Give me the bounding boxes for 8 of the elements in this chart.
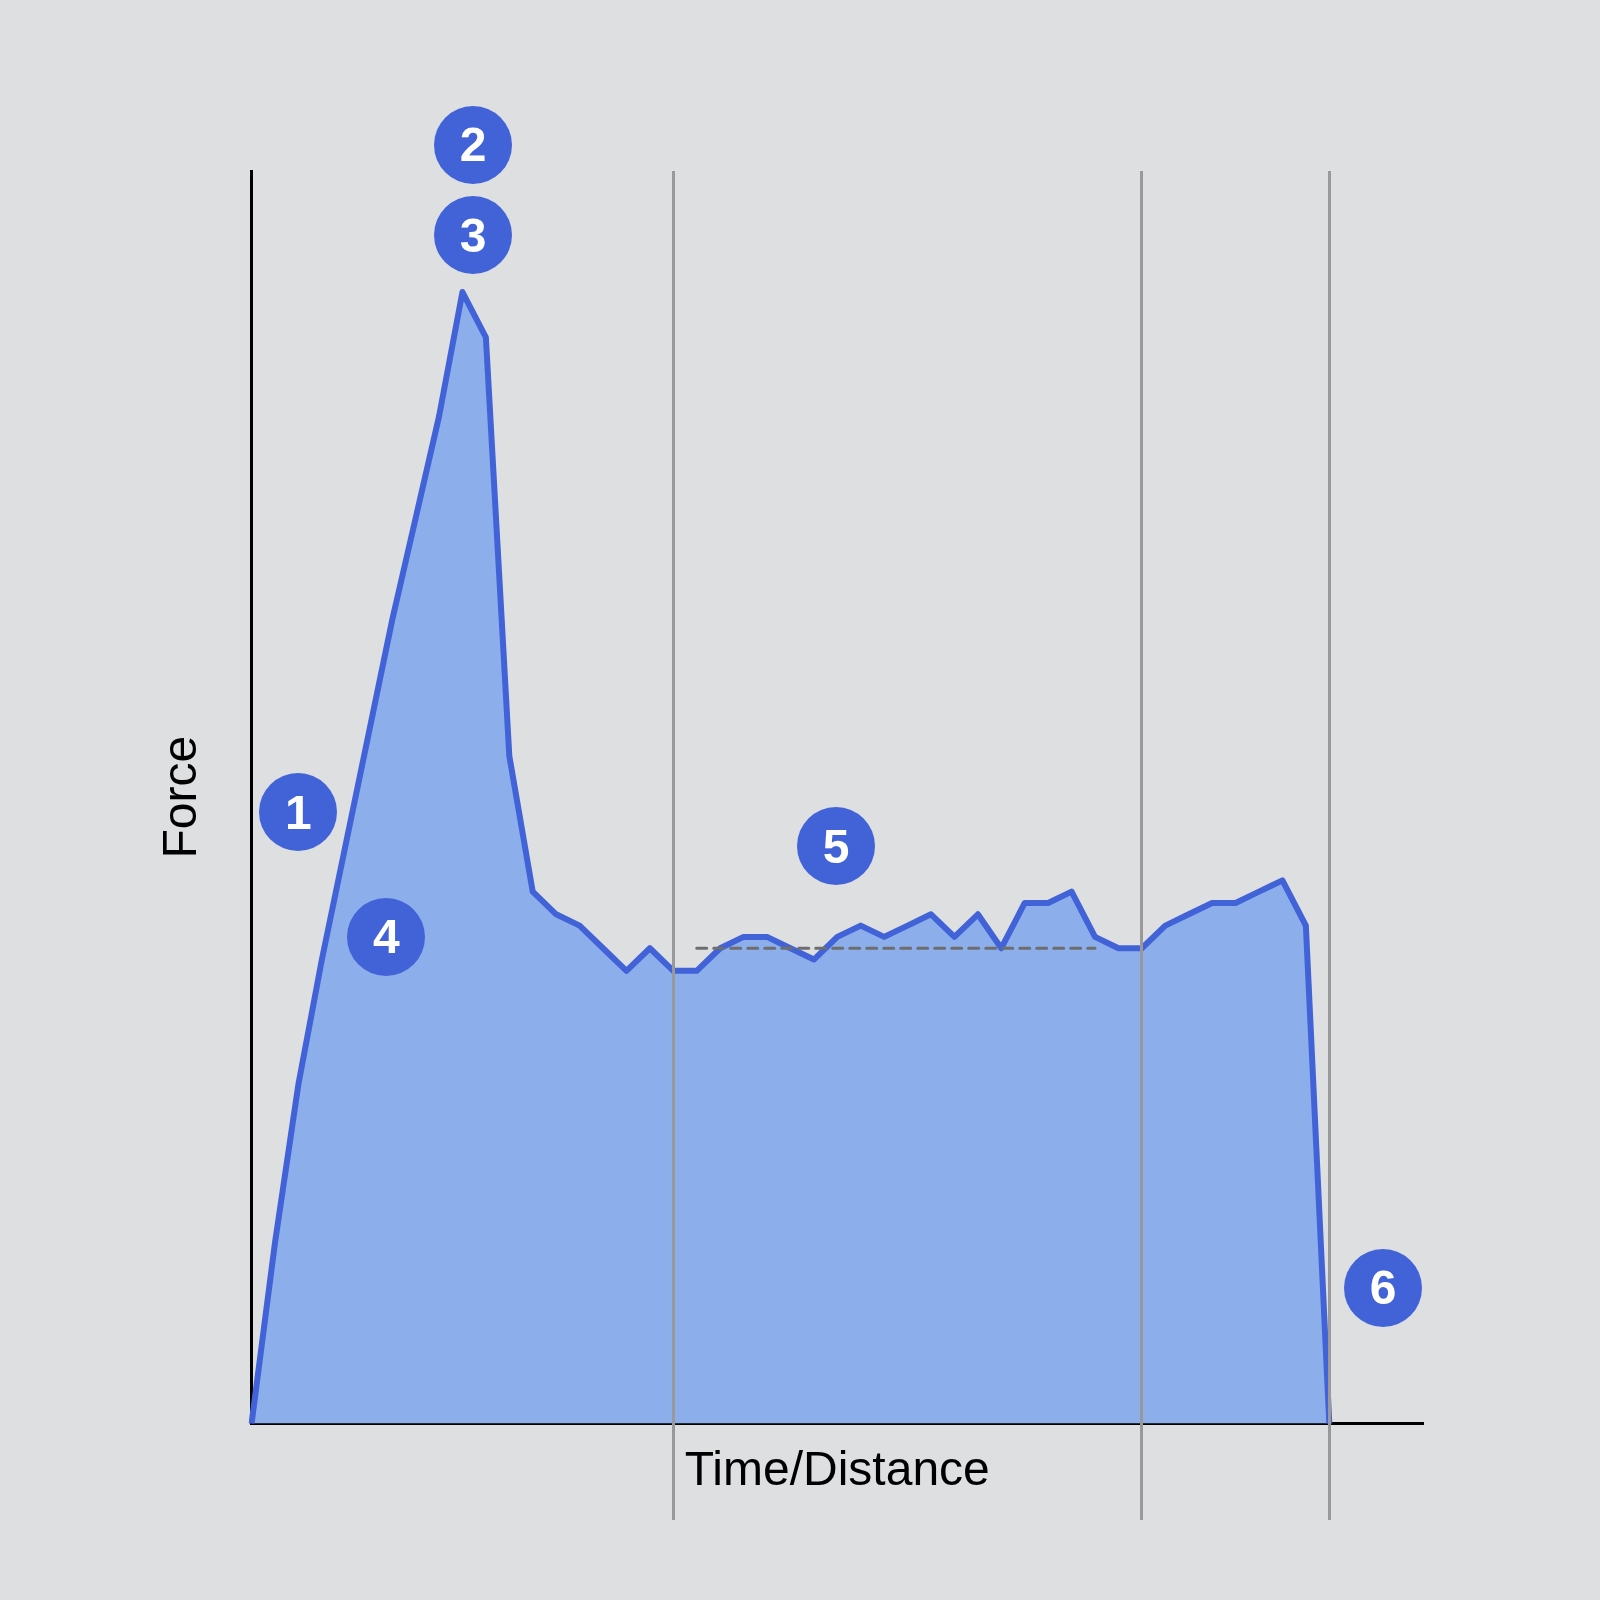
text: 3 [433, 196, 512, 275]
y-axis-title: Force [153, 735, 207, 859]
annotation: 1 [259, 773, 338, 852]
annotation: 4 [347, 897, 426, 976]
text: 2 [433, 105, 512, 184]
x-axis-title: Time/Distance [684, 1442, 990, 1496]
annotation: 6 [1344, 1248, 1423, 1327]
annotation: 5 [797, 807, 876, 886]
